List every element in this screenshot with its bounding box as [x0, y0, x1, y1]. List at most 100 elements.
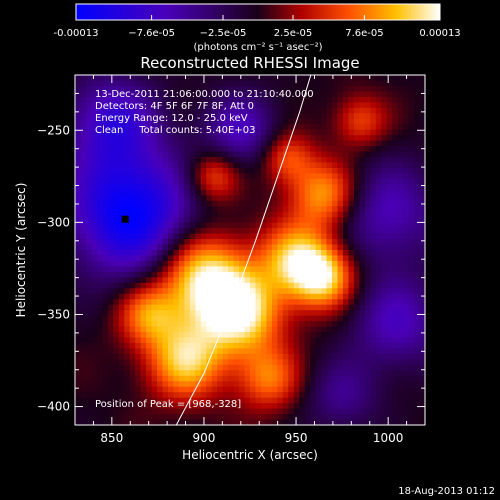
heatmap-cell: [222, 118, 229, 125]
heatmap-cell: [102, 233, 109, 240]
heatmap-cell: [370, 96, 377, 103]
heatmap-cell: [408, 173, 415, 180]
heatmap-cell: [244, 315, 251, 322]
y-tick-label: −400: [37, 400, 70, 414]
heatmap-cell: [118, 293, 125, 300]
heatmap-cell: [244, 250, 251, 256]
heatmap-cell: [211, 364, 218, 371]
heatmap-cell: [288, 266, 295, 273]
heatmap-cell: [184, 113, 191, 120]
heatmap-cell: [157, 266, 163, 273]
heatmap-cell: [85, 124, 92, 131]
heatmap-cell: [80, 310, 87, 317]
heatmap-cell: [359, 332, 366, 338]
heatmap-cell: [151, 75, 158, 81]
heatmap-cell: [359, 107, 366, 114]
heatmap-cell: [178, 397, 185, 404]
heatmap-cell: [250, 304, 256, 311]
heatmap-cell: [299, 129, 306, 136]
heatmap-cell: [151, 386, 158, 393]
heatmap-cell: [370, 342, 377, 349]
heatmap-cell: [266, 359, 273, 366]
heatmap-cell: [403, 364, 409, 371]
heatmap-cell: [321, 217, 327, 224]
heatmap-cell: [85, 167, 92, 174]
heatmap-cell: [342, 222, 349, 229]
heatmap-cell: [173, 124, 180, 131]
heatmap-cell: [173, 375, 180, 382]
heatmap-cell: [211, 326, 218, 333]
heatmap-cell: [414, 222, 420, 229]
heatmap-cell: [359, 85, 366, 92]
heatmap-cell: [326, 271, 333, 278]
heatmap-cell: [233, 189, 240, 196]
heatmap-cell: [80, 91, 87, 98]
heatmap-cell: [326, 75, 333, 81]
heatmap-cell: [85, 310, 92, 317]
heatmap-cell: [189, 75, 196, 81]
heatmap-cell: [151, 118, 158, 125]
heatmap-cell: [124, 408, 131, 415]
heatmap-cell: [381, 419, 388, 426]
heatmap-cell: [140, 124, 147, 131]
heatmap-cell: [326, 255, 333, 262]
heatmap-cell: [408, 408, 415, 415]
heatmap-cell: [113, 228, 120, 234]
heatmap-cell: [359, 118, 366, 125]
heatmap-cell: [146, 260, 152, 267]
heatmap-cell: [178, 162, 185, 169]
heatmap-cell: [184, 222, 191, 229]
heatmap-cell: [102, 211, 109, 218]
heatmap-cell: [228, 124, 234, 131]
heatmap-cell: [288, 244, 295, 251]
heatmap-cell: [118, 326, 125, 333]
heatmap-cell: [353, 408, 360, 415]
heatmap-cell: [370, 255, 377, 262]
heatmap-cell: [370, 348, 377, 355]
heatmap-cell: [386, 129, 393, 136]
heatmap-cell: [408, 167, 415, 174]
heatmap-cell: [364, 370, 371, 377]
heatmap-cell: [244, 189, 251, 196]
heatmap-cell: [118, 282, 125, 289]
heatmap-cell: [91, 200, 98, 207]
heatmap-cell: [102, 91, 109, 98]
heatmap-cell: [195, 228, 202, 234]
heatmap-cell: [419, 124, 426, 131]
heatmap-cell: [277, 397, 284, 404]
heatmap-cell: [260, 414, 267, 420]
heatmap-cell: [151, 222, 158, 229]
heatmap-cell: [403, 146, 409, 152]
heatmap-cell: [195, 217, 202, 224]
heatmap-cell: [178, 189, 185, 196]
heatmap-cell: [211, 85, 218, 92]
heatmap-cell: [315, 162, 322, 169]
heatmap-cell: [337, 353, 344, 360]
heatmap-cell: [271, 200, 278, 207]
heatmap-cell: [102, 162, 109, 169]
heatmap-cell: [282, 271, 289, 278]
heatmap-cell: [353, 419, 360, 426]
heatmap-cell: [146, 178, 152, 185]
heatmap-cell: [397, 381, 404, 388]
heatmap-cell: [184, 293, 191, 300]
heatmap-cell: [113, 419, 120, 426]
heatmap-cell: [107, 381, 114, 388]
heatmap-cell: [140, 206, 147, 213]
heatmap-cell: [255, 266, 262, 273]
heatmap-cell: [102, 239, 109, 245]
heatmap-cell: [157, 80, 163, 87]
heatmap-cell: [184, 370, 191, 377]
heatmap-cell: [195, 375, 202, 382]
heatmap-cell: [239, 381, 245, 388]
heatmap-cell: [392, 260, 399, 267]
heatmap-cell: [157, 96, 163, 103]
heatmap-cell: [332, 146, 338, 152]
heatmap-cell: [310, 282, 317, 289]
heatmap-cell: [386, 392, 393, 399]
heatmap-cell: [408, 414, 415, 420]
heatmap-cell: [102, 364, 109, 371]
heatmap-cell: [293, 129, 300, 136]
heatmap-cell: [326, 260, 333, 267]
heatmap-cell: [310, 118, 317, 125]
